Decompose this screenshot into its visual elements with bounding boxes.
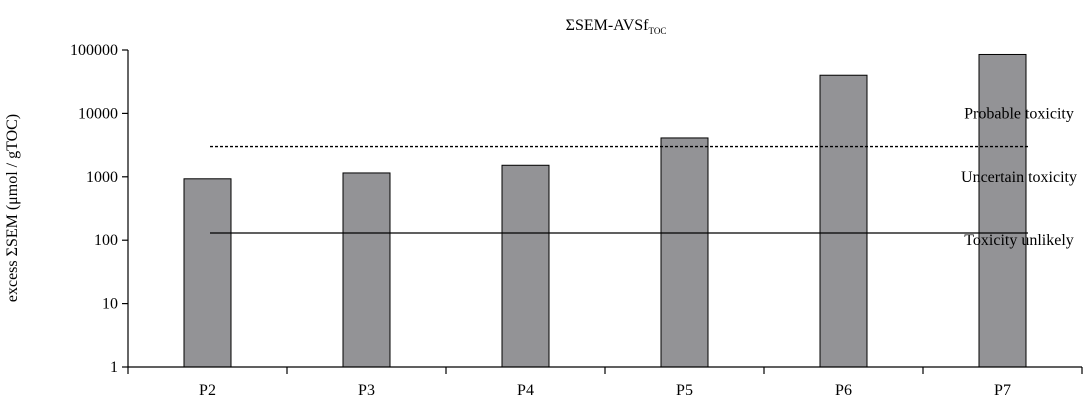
- y-axis-label: excess ΣSEM (μmol / gTOC): [4, 114, 21, 302]
- y-tick-label: 10: [102, 296, 118, 313]
- x-tick-label-p3: P3: [358, 382, 375, 399]
- bar-p4: [501, 164, 550, 368]
- x-tick-label-p4: P4: [517, 382, 534, 399]
- svg-text:ΣSEM-AVSfTOC: ΣSEM-AVSfTOC: [566, 17, 667, 36]
- bar-p6: [819, 74, 868, 368]
- y-tick-label: 1: [110, 359, 118, 376]
- plot-area: 1 10 100 1000 10000 100000 P2 P3 P4 P5 P6 P7 Probabl…: [70, 42, 1083, 399]
- annotation-toxicity-unlikely: Toxicity unlikely: [964, 232, 1074, 249]
- chart-title: ΣSEM-AVSfTOC: [566, 17, 667, 36]
- chart-title-subscript: TOC: [648, 26, 666, 36]
- annotation-uncertain-toxicity: Uncertain toxicity: [961, 169, 1077, 186]
- y-tick-label: 10000: [78, 105, 118, 122]
- bar-p7: [978, 53, 1027, 368]
- y-tick-label: 100: [94, 232, 118, 249]
- x-tick-label-p2: P2: [199, 382, 216, 399]
- x-tick-label-p7: P7: [994, 382, 1011, 399]
- x-tick-label-p6: P6: [835, 382, 852, 399]
- chart-title-main: ΣSEM-AVSf: [566, 17, 649, 34]
- annotation-probable-toxicity: Probable toxicity: [964, 105, 1074, 122]
- y-tick-label: 100000: [70, 42, 118, 59]
- bar-p3: [342, 172, 391, 368]
- bar-p5: [660, 137, 709, 368]
- bar-p2: [183, 178, 232, 368]
- x-tick-label-p5: P5: [676, 382, 693, 399]
- y-tick-label: 1000: [86, 169, 118, 186]
